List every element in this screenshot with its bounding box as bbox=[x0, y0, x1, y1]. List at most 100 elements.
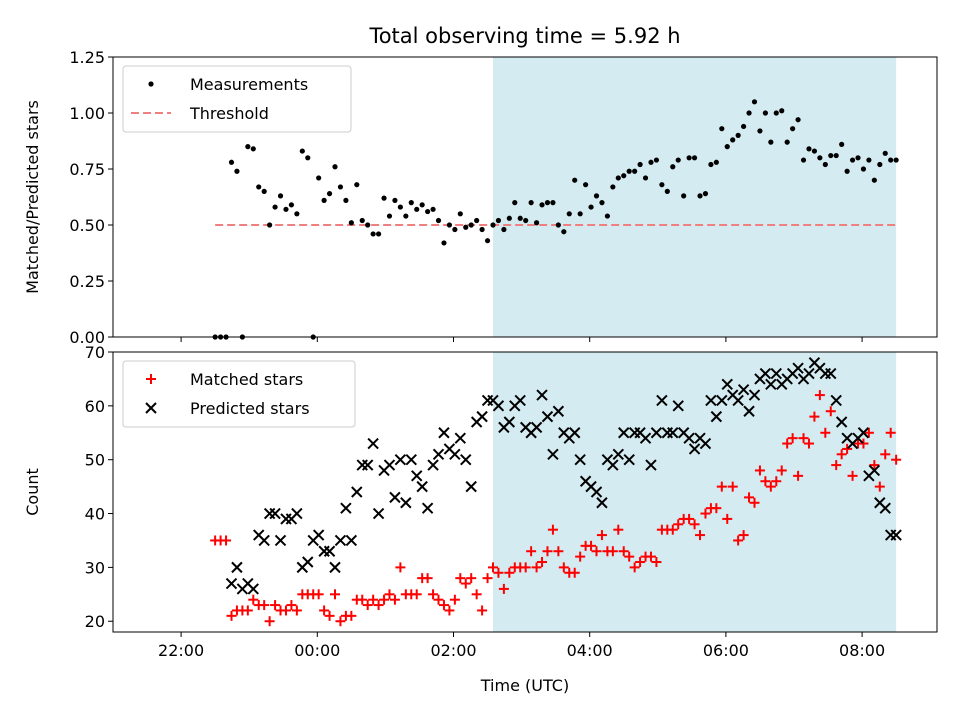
measurement-point bbox=[457, 211, 463, 217]
matched-star-point bbox=[221, 535, 232, 546]
matched-star-point bbox=[482, 573, 493, 584]
measurement-point bbox=[272, 204, 278, 210]
matched-star-point bbox=[313, 589, 324, 600]
x-b bbox=[492, 400, 505, 412]
measurement-point bbox=[250, 146, 256, 152]
legend-label-predicted: Predicted stars bbox=[190, 399, 310, 418]
measurement-point bbox=[632, 168, 638, 174]
measurement-point bbox=[855, 155, 861, 161]
matched-star-point bbox=[831, 460, 842, 471]
matched-star-point bbox=[477, 605, 488, 616]
count-y-ticks: 20 30 40 50 60 70 bbox=[85, 343, 113, 631]
measurement-point bbox=[621, 173, 627, 179]
matched-star-point bbox=[591, 546, 602, 557]
x-b bbox=[351, 486, 363, 498]
measurement-point bbox=[490, 222, 496, 228]
x-b bbox=[389, 491, 401, 504]
measurement-point bbox=[408, 200, 414, 206]
matched-star-point bbox=[455, 573, 466, 584]
x-b bbox=[710, 410, 723, 423]
predicted-stars-points bbox=[225, 357, 902, 595]
measurement-point bbox=[294, 211, 300, 217]
y-tick-label: 30 bbox=[85, 558, 105, 577]
x-tick-label: 06:00 bbox=[703, 641, 749, 660]
matched-star-point bbox=[803, 438, 814, 449]
x-b bbox=[667, 427, 679, 439]
matched-star-point bbox=[820, 427, 831, 438]
measurement-point bbox=[326, 191, 333, 197]
matched-star-point bbox=[346, 610, 357, 621]
measurement-point bbox=[288, 202, 295, 208]
x-b bbox=[732, 394, 744, 407]
matched-star-point bbox=[793, 470, 804, 481]
measurement-point bbox=[839, 141, 845, 147]
ratio-y-ticks: 0.00 0.25 0.50 0.75 1.00 1.25 bbox=[69, 48, 113, 347]
x-b bbox=[427, 459, 439, 471]
count-legend: Matched stars Predicted stars bbox=[122, 360, 356, 428]
x-b bbox=[503, 416, 516, 428]
matched-star-point bbox=[847, 470, 858, 481]
count-panel: 20 30 40 50 60 70 22:00 00:00 02:00 04:00 06:00 08… bbox=[23, 343, 938, 695]
matched-star-point bbox=[613, 524, 624, 535]
x-tick-label: 02:00 bbox=[430, 641, 476, 660]
matched-star-point bbox=[836, 449, 847, 460]
ratio-y-axis-label: Matched/Predicted stars bbox=[23, 100, 42, 294]
matched-star-point bbox=[531, 562, 542, 573]
x-b bbox=[890, 529, 902, 541]
predicted-star-point bbox=[263, 507, 276, 520]
count-panel-shaded-region bbox=[492, 352, 897, 632]
y-tick-label: 20 bbox=[85, 612, 105, 631]
measurement-point bbox=[871, 177, 877, 183]
measurement-point bbox=[332, 164, 338, 170]
matched-star-point bbox=[324, 610, 335, 621]
predicted-star-point bbox=[547, 448, 559, 461]
matched-star-point bbox=[438, 600, 449, 611]
predicted-star-point bbox=[623, 453, 635, 466]
measurement-point bbox=[337, 184, 344, 190]
matched-star-point bbox=[738, 530, 749, 541]
x-b bbox=[874, 497, 886, 509]
x-b bbox=[394, 453, 407, 466]
matched-star-point bbox=[466, 573, 477, 584]
matched-star-point bbox=[449, 594, 460, 605]
matched-star-point bbox=[264, 616, 275, 627]
measurement-point bbox=[686, 155, 692, 161]
measurement-point bbox=[484, 238, 491, 244]
matched-star-point bbox=[248, 594, 259, 605]
count-panel-frame bbox=[112, 351, 938, 633]
y-tick-label: 70 bbox=[85, 343, 105, 362]
measurement-point bbox=[702, 191, 709, 197]
x-b bbox=[312, 529, 325, 541]
measurement-points bbox=[212, 99, 899, 340]
x-b bbox=[808, 357, 821, 369]
measurement-point bbox=[664, 188, 670, 194]
matched-star-point bbox=[880, 449, 891, 460]
matched-star-point bbox=[689, 519, 700, 530]
legend-box bbox=[122, 360, 356, 428]
matched-star-point bbox=[498, 583, 509, 594]
predicted-star-point bbox=[645, 459, 657, 471]
x-b bbox=[530, 421, 543, 434]
matched-star-point bbox=[286, 600, 297, 611]
predicted-star-point bbox=[302, 556, 314, 568]
measurement-point bbox=[392, 197, 398, 203]
measurement-point bbox=[610, 184, 616, 190]
measurement-point bbox=[517, 215, 523, 221]
measurement-point bbox=[893, 157, 899, 163]
matched-star-point bbox=[444, 605, 455, 616]
measurement-point bbox=[474, 217, 480, 224]
x-b bbox=[302, 556, 314, 568]
matched-star-point bbox=[744, 492, 755, 503]
x-b bbox=[857, 427, 870, 439]
x-b bbox=[416, 480, 428, 493]
matched-star-point bbox=[722, 513, 733, 524]
measurement-point bbox=[441, 240, 447, 246]
measurement-point bbox=[343, 197, 349, 203]
measurement-point bbox=[800, 157, 807, 163]
measurement-point bbox=[708, 161, 714, 168]
measurement-point bbox=[659, 182, 665, 188]
x-b bbox=[411, 470, 423, 482]
measurement-point bbox=[670, 164, 676, 170]
matched-star-point bbox=[422, 573, 433, 584]
predicted-star-point bbox=[890, 529, 902, 541]
